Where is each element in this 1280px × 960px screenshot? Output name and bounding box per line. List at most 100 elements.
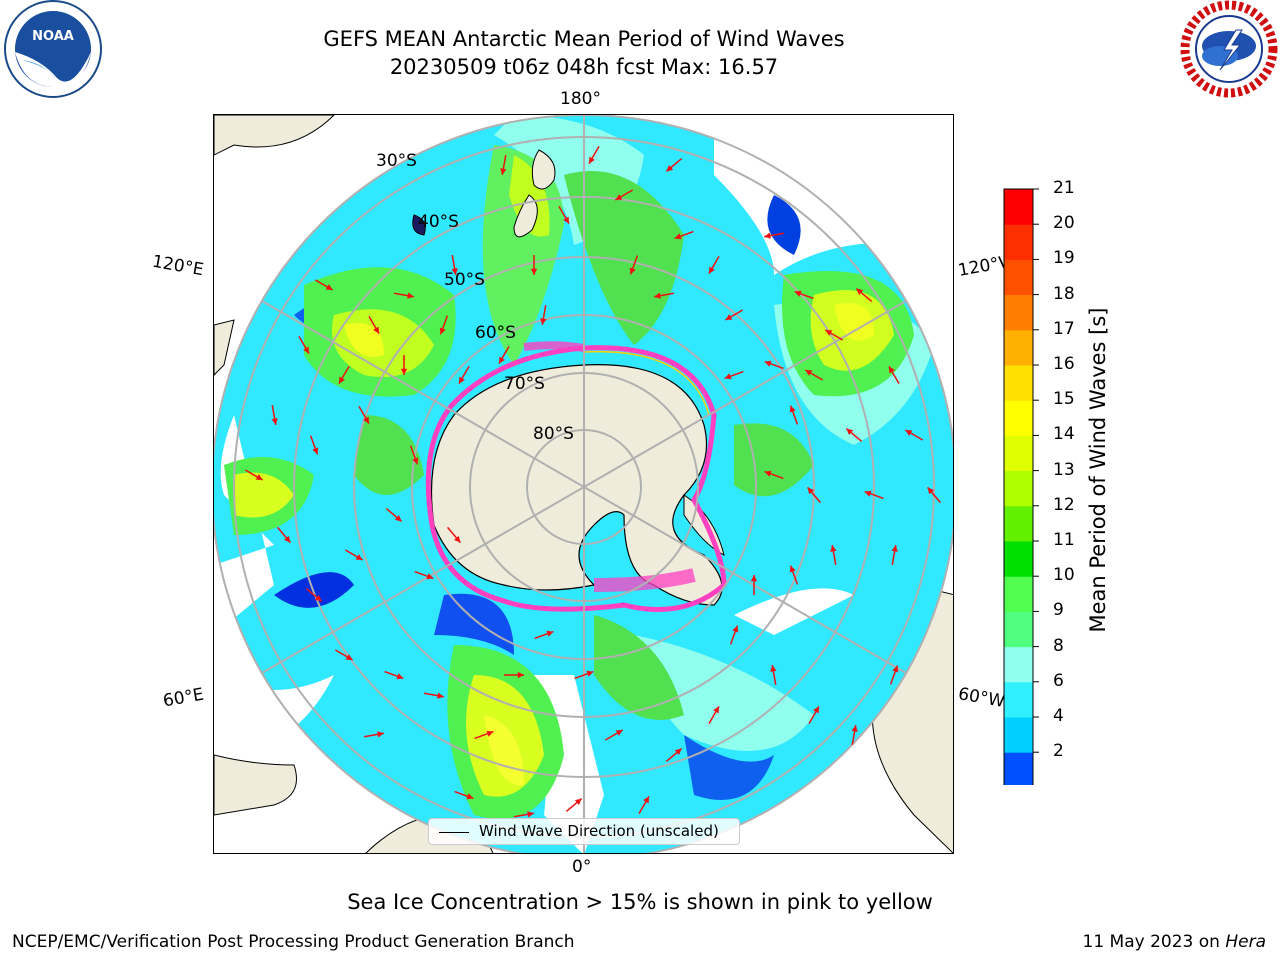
colorbar-tick-label: 8 xyxy=(1053,635,1064,656)
wave-direction-arrowhead xyxy=(927,487,935,495)
wave-direction-arrowhead xyxy=(732,625,739,633)
colorbar-tick-label: 16 xyxy=(1053,354,1075,374)
colorbar-tick-label: 11 xyxy=(1053,530,1075,550)
wave-direction-arrowhead xyxy=(807,487,815,495)
wave-direction-arrowhead xyxy=(589,156,595,164)
islands xyxy=(412,149,556,238)
wave-direction-arrowhead xyxy=(271,418,278,425)
colorbar-outline xyxy=(1003,188,1034,785)
lon-label-upper-left: 120°E xyxy=(150,251,206,281)
wave-direction-arrowhead xyxy=(905,430,913,436)
wave-direction-arrowhead xyxy=(339,376,345,384)
wave-direction-arrowhead xyxy=(674,748,682,756)
wave-direction-arrowhead xyxy=(400,368,408,375)
lat-label-60s: 60°S xyxy=(475,323,516,343)
wave-direction-arrowhead xyxy=(750,575,758,582)
wave-direction-arrowhead xyxy=(453,535,461,543)
wave-direction-arrowhead xyxy=(764,232,771,239)
colorbar-tick-label: 21 xyxy=(1053,178,1075,198)
wave-direction-arrowhead xyxy=(283,535,291,543)
footer-date-text: 11 May 2023 on xyxy=(1082,932,1226,952)
colorbar-tick-label: 4 xyxy=(1053,706,1064,726)
wave-direction-arrowhead xyxy=(770,665,777,672)
wave-direction-arrowhead xyxy=(586,670,594,677)
wave-direction-arrowhead xyxy=(794,290,802,297)
wave-direction-arrowhead xyxy=(724,373,732,380)
polar-map xyxy=(213,114,954,854)
wave-direction-arrowhead xyxy=(666,164,674,172)
wave-direction-arrowhead xyxy=(563,216,569,224)
colorbar-label: Mean Period of Wind Waves [s] xyxy=(1086,307,1110,633)
wave-direction-arrowhead xyxy=(764,470,772,477)
wave-direction-arrowhead xyxy=(830,545,837,552)
wave-direction-arrowhead xyxy=(437,692,444,699)
colorbar-band xyxy=(1004,611,1033,648)
wave-direction-arrowhead xyxy=(805,370,813,376)
chart-title: GEFS MEAN Antarctic Mean Period of Wind … xyxy=(323,27,845,51)
wave-direction-arrowhead xyxy=(517,671,524,679)
colorbar-band xyxy=(1004,470,1033,507)
noaa-logo-text: NOAA xyxy=(32,29,74,44)
wave-direction-arrowhead xyxy=(314,594,322,602)
noaa-logo: NOAA xyxy=(4,0,102,98)
wave-direction-arrowhead xyxy=(764,360,772,367)
wave-direction-arrowhead xyxy=(255,474,263,480)
colorbar-tick-label: 19 xyxy=(1053,248,1075,269)
colorbar-tick-label: 20 xyxy=(1053,213,1075,234)
wave-direction-arrowhead xyxy=(789,565,796,573)
colorbar-tick-label: 12 xyxy=(1053,494,1075,515)
wave-direction-arrowhead xyxy=(889,366,895,374)
colorbar-band xyxy=(1004,646,1033,683)
chart-subtitle: 20230509 t06z 048h fcst Max: 16.57 xyxy=(389,55,779,79)
colorbar-tick-label: 14 xyxy=(1053,424,1075,445)
legend-label: Wind Wave Direction (unscaled) xyxy=(479,822,719,840)
colorbar-band xyxy=(1004,681,1033,718)
wave-direction-arrowhead xyxy=(540,318,547,325)
wave-direction-arrowhead xyxy=(713,706,719,714)
sea-ice-note: Sea Ice Concentration > 15% is shown in … xyxy=(347,890,933,914)
wave-direction-arrowhead xyxy=(846,428,854,436)
colorbar xyxy=(1003,188,1039,785)
colorbar-tick-label: 18 xyxy=(1053,283,1075,304)
wave-direction-arrowhead xyxy=(500,168,507,175)
map-canvas xyxy=(214,115,953,853)
colorbar-band xyxy=(1004,541,1033,577)
colorbar-tick-label: 2 xyxy=(1053,741,1064,762)
wave-direction-arrowhead xyxy=(709,266,715,274)
colorbar-band xyxy=(1004,752,1033,785)
lon-label-top: 180° xyxy=(560,89,601,109)
colorbar-tick-label: 10 xyxy=(1053,565,1075,586)
colorbar-band xyxy=(1004,365,1033,401)
graticule xyxy=(214,115,953,853)
wave-direction-arrowhead xyxy=(725,314,733,320)
wave-direction-arrowhead xyxy=(825,330,833,336)
wave-direction-arrowhead xyxy=(813,706,819,714)
wave-direction-arrowhead xyxy=(851,725,858,732)
colorbar-band xyxy=(1004,717,1033,753)
colorbar-band xyxy=(1004,224,1033,260)
wind-wave-direction-arrows xyxy=(244,145,942,818)
lon-label-lower-left: 60°E xyxy=(161,684,206,712)
wave-direction-arrowhead xyxy=(345,654,353,660)
legend-line-swatch xyxy=(439,832,469,833)
footer-date: 11 May 2023 on Hera xyxy=(1083,932,1267,952)
footer-credit: NCEP/EMC/Verification Post Processing Pr… xyxy=(12,932,575,952)
colorbar-tick-label: 9 xyxy=(1053,600,1064,621)
wave-direction-arrowhead xyxy=(530,268,538,275)
wave-direction-arrowhead xyxy=(891,545,898,552)
wave-direction-arrowhead xyxy=(396,673,404,680)
colorbar-tick-label: 17 xyxy=(1053,318,1075,339)
wave-direction-arrowhead xyxy=(377,731,384,738)
wave-direction-arrowhead xyxy=(892,665,899,673)
colorbar-band xyxy=(1004,189,1033,225)
colorbar-tick-label: 6 xyxy=(1053,670,1064,691)
wave-direction-arrowhead xyxy=(407,292,414,299)
wave-direction-arrowhead xyxy=(312,447,319,455)
lat-label-80s: 80°S xyxy=(533,424,574,444)
wave-direction-arrowhead xyxy=(325,284,333,290)
map-legend: Wind Wave Direction (unscaled) xyxy=(428,818,740,845)
lat-label-70s: 70°S xyxy=(504,374,545,394)
wave-direction-arrowhead xyxy=(486,730,494,737)
wave-direction-arrowhead xyxy=(527,811,534,818)
wave-direction-arrowhead xyxy=(789,405,796,413)
